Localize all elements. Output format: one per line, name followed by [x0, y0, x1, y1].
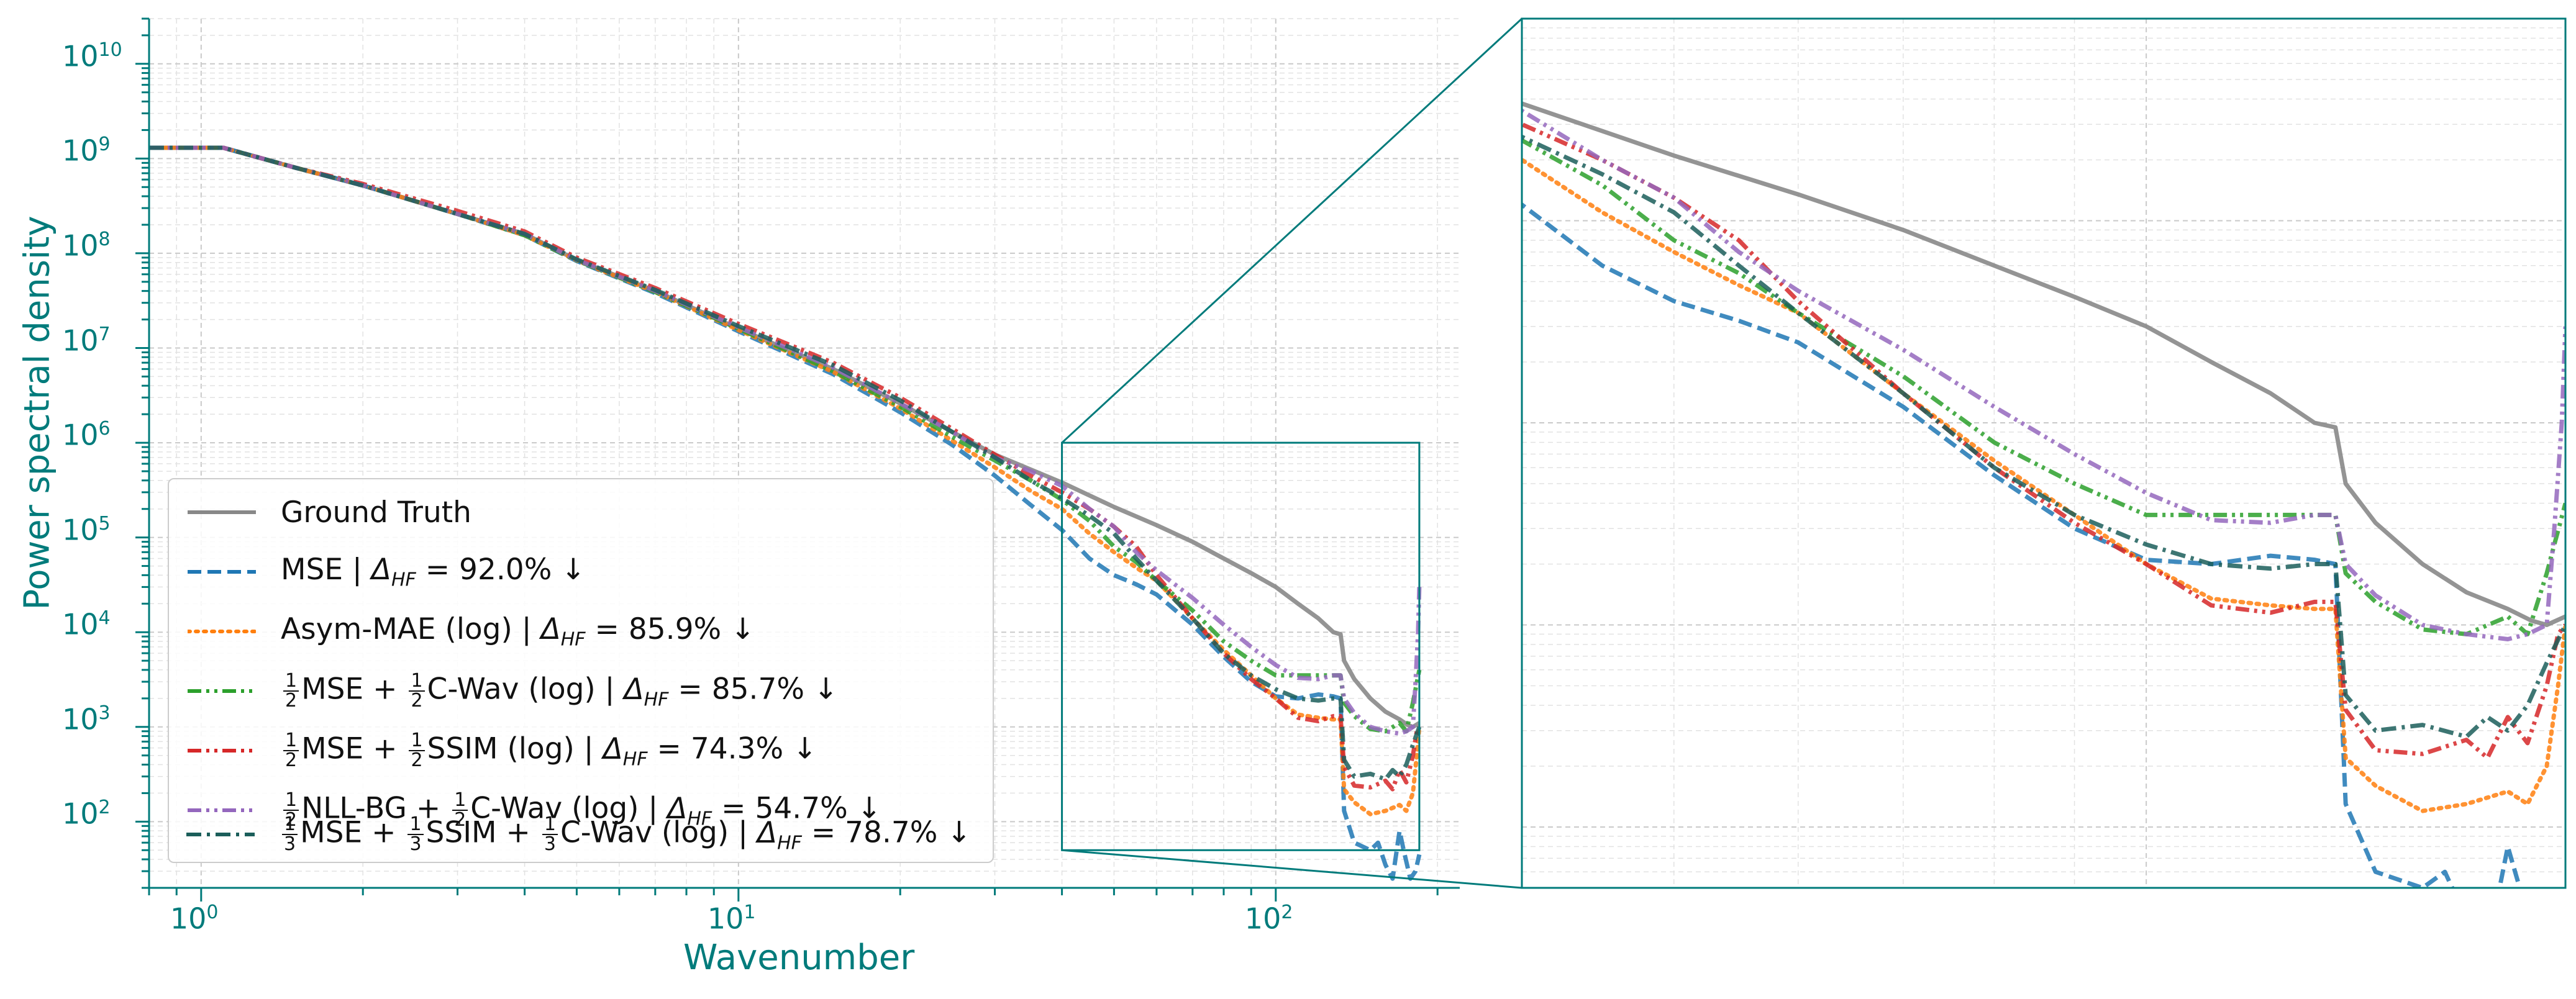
inset-series-0 [1522, 101, 2565, 627]
zoom-connector-top [1061, 17, 1523, 444]
legend-swatch [188, 570, 256, 574]
inset-series-6 [1522, 134, 2565, 739]
inset-series-2 [1522, 157, 2565, 813]
inset-border [1521, 17, 2567, 889]
y-tick-label: 106 [62, 418, 111, 452]
legend-item-nll-cwav: 1 2 NLL-BG + 1 2 C-Wav (log) | ΔHF = 54.7% ↓ [169, 780, 881, 840]
main-series-6 [149, 145, 1422, 782]
inset-series-5 [1522, 108, 2565, 641]
inset-grid [1521, 18, 2565, 888]
legend-item-mse-ssim: 1 2 MSE + 1 2 SSIM (log) | ΔHF = 74.3% ↓ [169, 721, 817, 780]
inset-axes [1521, 17, 2567, 889]
x-tick-label: 100 [170, 902, 219, 936]
main-series-lines [149, 145, 1422, 881]
legend-item-ground-truth: Ground Truth [169, 482, 471, 542]
legend-item-asym-mae: Asym-MAE (log) | ΔHF = 85.9% ↓ [169, 602, 755, 661]
inset-frame [1521, 17, 2567, 889]
x-tick-label: 102 [1244, 902, 1293, 936]
legend-label: Asym-MAE (log) | ΔHF = 85.9% ↓ [281, 612, 755, 651]
zoom-rectangle [1061, 441, 1421, 851]
y-tick-label: 105 [62, 512, 111, 546]
legend-item-mse-ssim-cwav-row: 1 3 MSE + 1 3 SSIM + 1 3 C-Wav (log) | ΔHF = 7… [168, 805, 972, 864]
y-tick-label: 102 [62, 797, 111, 831]
y-tick-label: 108 [62, 228, 111, 263]
legend-label: 1 3 MSE + 1 3 SSIM + 1 3 C-Wav (log) | ΔHF = 7… [280, 815, 972, 854]
legend-swatch [188, 689, 256, 693]
zoom-connector-bottom [1062, 849, 1522, 889]
y-tick-label: 109 [62, 133, 111, 168]
legend-swatch [186, 833, 255, 836]
zoom-indicator [1061, 17, 1523, 889]
legend-item-mse-cwav: 1 2 MSE + 1 2 C-Wav (log) | ΔHF = 85.7% ↓ [169, 661, 838, 721]
legend-swatch [188, 510, 256, 514]
inset-series-1 [1522, 202, 2523, 888]
inset-series-lines [1522, 101, 2565, 888]
legend-label: 1 2 MSE + 1 2 SSIM (log) | ΔHF = 74.3% ↓ [281, 731, 817, 770]
legend-item-mse: MSE | ΔHF = 92.0% ↓ [169, 542, 586, 602]
legend-label: 1 2 NLL-BG + 1 2 C-Wav (log) | ΔHF = 54.7% ↓ [281, 791, 881, 829]
y-tick-label: 103 [62, 702, 111, 736]
main-ticks [135, 17, 1439, 902]
y-tick-label: 1010 [62, 38, 122, 73]
legend-swatch [188, 808, 256, 812]
inset-series-4 [1522, 122, 2565, 761]
y-axis-label: Power spectral density [17, 215, 58, 610]
x-axis-label: Wavenumber [683, 938, 915, 978]
y-tick-label: 104 [62, 607, 111, 641]
x-tick-label: 101 [707, 902, 756, 936]
legend-label: 1 2 MSE + 1 2 C-Wav (log) | ΔHF = 85.7% ↓ [281, 672, 838, 710]
legend-label: Ground Truth [281, 495, 471, 530]
legend-swatch [188, 630, 256, 633]
legend: Ground Truth MSE | ΔHF = 92.0% ↓ Asym-MA… [168, 478, 994, 863]
inset-series-3 [1522, 138, 2565, 636]
y-tick-label: 107 [62, 323, 111, 357]
legend-swatch [188, 749, 256, 753]
legend-label: MSE | ΔHF = 92.0% ↓ [281, 553, 586, 591]
